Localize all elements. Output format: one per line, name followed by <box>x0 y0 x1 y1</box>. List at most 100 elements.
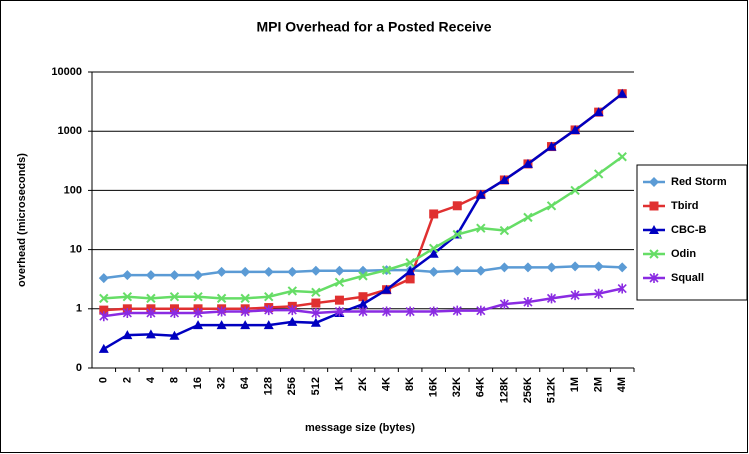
marker <box>99 305 109 315</box>
marker <box>546 262 557 273</box>
marker <box>428 243 439 254</box>
x-tick-label: 8K <box>404 377 416 391</box>
marker <box>145 329 156 339</box>
y-tick-label: 0 <box>76 362 82 374</box>
y-tick-label: 1000 <box>58 125 82 137</box>
y-tick-label: 10000 <box>51 66 82 78</box>
marker <box>405 306 415 317</box>
x-tick-label: 128K <box>498 377 510 403</box>
marker <box>216 320 227 330</box>
marker <box>287 305 297 316</box>
marker <box>98 343 109 353</box>
x-tick-label: 256K <box>522 377 534 403</box>
marker <box>216 266 227 277</box>
x-tick-label: 1K <box>333 377 345 391</box>
marker <box>146 293 156 304</box>
marker <box>428 266 439 277</box>
marker <box>428 248 439 258</box>
y-axis-label: overhead (microseconds) <box>16 153 28 287</box>
x-tick-label: 2K <box>357 377 369 391</box>
marker <box>381 265 392 275</box>
marker <box>523 297 533 308</box>
x-tick-label: 512 <box>310 377 322 395</box>
marker <box>594 288 604 299</box>
marker <box>169 270 180 281</box>
legend-label: CBC-B <box>671 224 706 236</box>
marker <box>546 293 557 304</box>
marker <box>381 284 392 294</box>
marker <box>146 307 156 318</box>
marker <box>358 306 368 317</box>
legend-marker <box>649 273 659 283</box>
marker <box>522 158 533 168</box>
marker <box>523 212 533 223</box>
marker <box>570 124 581 134</box>
x-tick-label: 2 <box>121 377 133 383</box>
marker <box>617 88 628 98</box>
x-tick-label: 1M <box>569 377 581 392</box>
marker <box>358 299 368 309</box>
marker <box>570 290 580 301</box>
marker <box>169 330 180 340</box>
marker <box>193 307 203 318</box>
marker <box>429 209 439 219</box>
marker <box>263 320 274 330</box>
marker <box>546 141 557 151</box>
marker <box>264 305 274 316</box>
marker <box>264 292 274 302</box>
x-tick-label: 4 <box>145 376 157 383</box>
x-tick-label: 256 <box>286 377 298 395</box>
marker <box>499 299 509 310</box>
marker <box>452 229 462 240</box>
marker <box>311 298 321 308</box>
marker <box>452 201 462 211</box>
x-tick-label: 4K <box>380 377 392 391</box>
marker <box>334 306 345 317</box>
x-axis-label: message size (bytes) <box>305 422 415 434</box>
marker <box>570 261 581 272</box>
marker <box>263 266 274 277</box>
marker <box>452 265 463 276</box>
legend-label: Odin <box>671 248 696 260</box>
x-tick-label: 4M <box>616 377 628 392</box>
marker <box>240 306 250 317</box>
legend-marker <box>649 225 659 234</box>
x-tick-label: 32K <box>451 377 463 397</box>
marker <box>99 311 109 322</box>
marker <box>122 292 133 302</box>
marker <box>287 316 298 326</box>
legend-label: Squall <box>671 272 704 284</box>
x-tick-label: 2M <box>593 377 605 392</box>
marker <box>193 320 204 330</box>
marker <box>334 277 345 288</box>
marker <box>193 292 203 302</box>
x-tick-label: 64 <box>239 376 251 389</box>
marker <box>593 261 604 272</box>
marker <box>593 169 604 179</box>
marker <box>98 273 109 284</box>
marker <box>311 307 321 318</box>
marker <box>617 262 628 273</box>
x-tick-label: 0 <box>98 377 110 383</box>
x-tick-label: 32 <box>216 377 228 389</box>
marker <box>475 189 486 199</box>
x-tick-label: 8 <box>168 377 180 383</box>
marker <box>499 225 510 236</box>
marker <box>240 320 251 330</box>
marker <box>617 152 627 162</box>
legend-marker <box>649 249 659 259</box>
marker <box>617 283 627 294</box>
y-tick-label: 1 <box>76 303 82 315</box>
marker <box>405 274 415 284</box>
marker <box>311 287 321 298</box>
marker <box>216 293 227 304</box>
marker <box>499 174 510 184</box>
marker <box>405 258 415 268</box>
marker <box>169 292 180 302</box>
marker <box>546 201 557 211</box>
marker <box>122 270 133 281</box>
marker <box>310 265 321 276</box>
